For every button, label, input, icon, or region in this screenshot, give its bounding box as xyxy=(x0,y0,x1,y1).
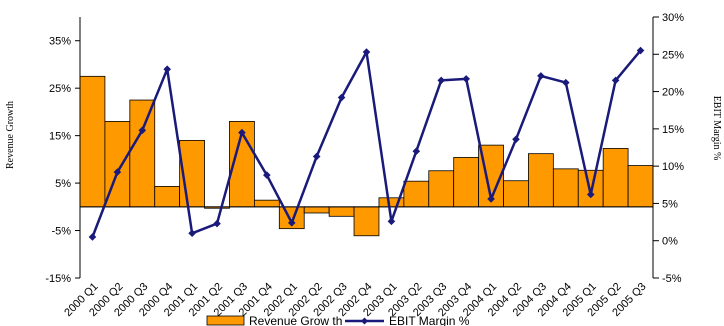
bar-2005-q1 xyxy=(577,169,604,208)
legend: Revenue Grow th EBIT Margin % xyxy=(206,314,470,326)
left-axis-tick-label: -5% xyxy=(51,226,71,238)
left-axis-tick-label: 25% xyxy=(49,83,71,95)
bar-2004-q4 xyxy=(552,168,579,208)
ebit-margin-point-2003-q2 xyxy=(412,147,421,156)
legend-label-revenue-growth: Revenue Grow th xyxy=(249,314,342,326)
left-axis-tick-label: 15% xyxy=(49,131,71,143)
bar-2000-q4 xyxy=(154,186,181,208)
right-axis-tick-label: 25% xyxy=(662,49,684,61)
ebit-margin-point-2000-q1 xyxy=(88,233,97,241)
legend-swatch-revenue-growth xyxy=(206,315,245,326)
right-axis-tick-label: 15% xyxy=(662,124,684,136)
bar-2005-q2 xyxy=(602,148,629,208)
ebit-margin-point-2003-q4 xyxy=(462,75,470,83)
left-axis-tick-label: 35% xyxy=(49,36,71,48)
bar-2004-q2 xyxy=(503,180,529,208)
right-axis-tick-label: 5% xyxy=(662,198,678,210)
ebit-margin-point-2001-q2 xyxy=(213,219,221,228)
right-y-axis: -5% 0% 5% 10% 15% 20% 25% 30% xyxy=(652,12,684,285)
ebit-margin-point-2002-q2 xyxy=(312,152,321,161)
ebit-margin-point-2000-q2 xyxy=(113,168,122,176)
ebit-margin-point-2001-q1 xyxy=(188,229,196,238)
plot-area xyxy=(79,46,654,241)
bar-2000-q3 xyxy=(129,99,156,208)
ebit-margin-point-2005-q1 xyxy=(586,190,595,199)
bar-2005-q3 xyxy=(627,165,654,208)
left-axis-tick-label: -15% xyxy=(45,273,71,285)
bar-2002-q2 xyxy=(303,206,330,214)
left-axis-title: Revenue Growth xyxy=(5,101,16,169)
right-axis-tick-label: 0% xyxy=(662,236,678,248)
ebit-margin-point-2002-q3 xyxy=(337,93,346,102)
right-axis-tick-label: 20% xyxy=(662,87,684,99)
bar-2003-q3 xyxy=(428,170,455,208)
ebit-margin-point-2004-q2 xyxy=(512,135,520,144)
ebit-margin-point-2003-q1 xyxy=(387,217,396,226)
bar-2001-q4 xyxy=(253,199,280,208)
ebit-margin-point-2002-q4 xyxy=(362,48,371,56)
bar-2003-q4 xyxy=(453,157,480,208)
ebit-margin-point-2004-q3 xyxy=(537,72,545,80)
bar-2003-q2 xyxy=(403,180,430,208)
ebit-margin-point-2005-q2 xyxy=(611,76,620,85)
ebit-margin-point-2001-q3 xyxy=(238,128,246,137)
bar-2002-q3 xyxy=(328,206,355,217)
ebit-margin-point-2004-q4 xyxy=(562,78,570,87)
legend-marker-ebit-margin xyxy=(361,317,368,325)
left-y-axis: -15% -5% 5% 15% 25% 35% xyxy=(45,17,81,285)
bar-2002-q4 xyxy=(353,206,380,237)
ebit-margin-point-2000-q4 xyxy=(163,65,171,73)
ebit-margin-point-2000-q3 xyxy=(138,126,147,135)
ebit-margin-point-2002-q1 xyxy=(287,219,296,227)
ebit-margin-point-2004-q1 xyxy=(487,195,495,203)
right-axis-tick-label: -5% xyxy=(662,273,682,285)
ebit-margin-point-2005-q3 xyxy=(636,46,645,55)
bar-2004-q3 xyxy=(528,153,554,208)
bar-2000-q1 xyxy=(79,75,106,208)
right-axis-tick-label: 10% xyxy=(662,161,684,173)
right-axis-title: EBIT Margin % xyxy=(711,96,722,161)
right-axis-tick-label: 30% xyxy=(662,12,684,24)
ebit-margin-point-2001-q4 xyxy=(263,171,271,179)
legend-label-ebit-margin: EBIT Margin % xyxy=(389,314,470,326)
ebit-margin-point-2003-q3 xyxy=(437,76,446,85)
left-axis-tick-label: 5% xyxy=(55,178,71,190)
